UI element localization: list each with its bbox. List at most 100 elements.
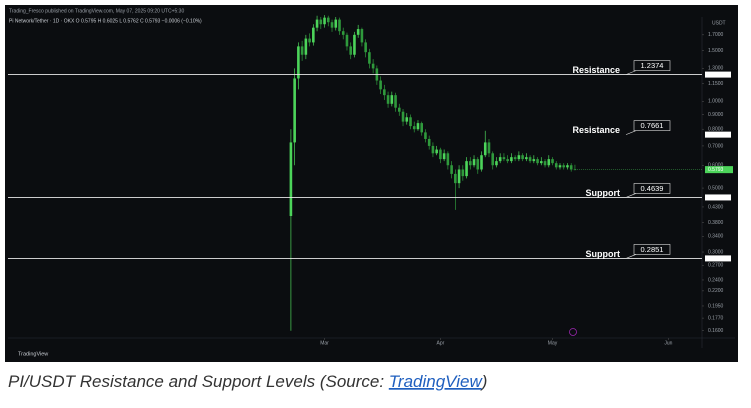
- callout-pointer: [625, 254, 637, 259]
- level-value: 1.2374: [641, 61, 664, 70]
- y-tick-label: 0.7000: [708, 143, 724, 149]
- y-tick-label: 0.2400: [708, 277, 724, 283]
- x-tick-label: May: [548, 340, 558, 346]
- candle-body: [424, 132, 427, 139]
- y-tick-label: 1.7000: [708, 32, 724, 38]
- y-tick-label: 1.5000: [708, 48, 724, 54]
- candle-body: [349, 46, 353, 55]
- legend: Pi Network/Tether · 1D · OKX O 0.5795 H …: [9, 18, 202, 24]
- caption-link[interactable]: TradingView: [389, 372, 484, 391]
- y-tick-label: 0.1950: [708, 303, 724, 309]
- candle-body: [397, 107, 401, 112]
- candle-body: [297, 46, 300, 79]
- candle-body: [491, 153, 495, 166]
- candle-body: [330, 22, 334, 28]
- candle-body: [439, 149, 442, 160]
- candle-body: [502, 157, 506, 160]
- candle-body: [483, 142, 487, 156]
- candle-body: [409, 117, 412, 127]
- candle-body: [442, 153, 446, 160]
- candle-body: [454, 173, 457, 184]
- candle-body: [427, 138, 431, 146]
- watermark: TradingView: [18, 351, 48, 357]
- candle-body: [558, 165, 562, 168]
- candle-body: [525, 157, 528, 160]
- candle-body: [360, 29, 364, 43]
- candle-body: [547, 159, 551, 166]
- candle-body: [532, 159, 536, 162]
- candle-body: [405, 117, 409, 122]
- candle-body: [431, 145, 435, 154]
- candle-body: [312, 27, 315, 43]
- level-label: Support: [586, 249, 621, 259]
- candle-body: [386, 95, 390, 104]
- x-tick-label: Mar: [320, 340, 329, 346]
- candle-body: [368, 52, 371, 64]
- y-tick-label: 0.1770: [708, 315, 724, 321]
- candle-body: [319, 19, 323, 25]
- candle-body: [401, 111, 405, 122]
- y-tick-label: 0.2700: [708, 263, 724, 269]
- candle-body: [465, 161, 468, 177]
- caption-end: ): [480, 372, 488, 391]
- last-price-tag: [705, 166, 733, 174]
- y-tick-label: 0.4300: [708, 204, 724, 210]
- y-tick-label: 0.5000: [708, 185, 724, 191]
- candle-body: [304, 38, 308, 55]
- level-value: 0.7661: [641, 121, 664, 130]
- level-value: 0.4639: [641, 184, 664, 193]
- callout-pointer: [625, 70, 637, 75]
- candle-body: [543, 161, 547, 166]
- candle-body: [450, 165, 453, 174]
- axis-level-tag: [705, 255, 731, 262]
- candle-body: [308, 38, 311, 43]
- x-tick-label: Jun: [664, 340, 672, 346]
- candle-body: [315, 19, 319, 28]
- candle-body: [562, 165, 566, 168]
- callout-box: [633, 244, 671, 255]
- last-price-label: 0.5793: [708, 167, 724, 173]
- candle-body: [521, 155, 524, 160]
- candle-body: [326, 17, 330, 23]
- y-tick-label: 0.3400: [708, 234, 724, 240]
- candle-body: [289, 142, 293, 217]
- y-tick-label: 1.3000: [708, 66, 724, 72]
- candle-body: [371, 63, 375, 69]
- candle-body: [528, 157, 532, 162]
- candle-body: [353, 34, 356, 55]
- candle-body: [338, 19, 341, 32]
- candle-body: [566, 165, 569, 168]
- candle-body: [551, 159, 554, 164]
- candle-body: [510, 157, 513, 162]
- candle-body: [435, 149, 438, 154]
- candle-body: [517, 155, 521, 160]
- caption: PI/USDT Resistance and Support Levels (S…: [8, 372, 487, 391]
- callout-box: [633, 60, 671, 71]
- level-label: Resistance: [572, 125, 620, 135]
- candle-body: [364, 42, 367, 53]
- caption-text: PI/USDT Resistance and Support Levels (S…: [8, 372, 389, 391]
- candle-body: [487, 142, 491, 154]
- candle-body: [536, 159, 539, 164]
- candle-body: [539, 161, 543, 164]
- candle-body: [495, 161, 498, 166]
- candle-body: [390, 95, 394, 104]
- callout-box: [633, 120, 671, 131]
- candle-body: [554, 163, 558, 168]
- candle-body: [341, 31, 345, 35]
- currency: USDT: [712, 20, 726, 26]
- y-tick-label: 0.9000: [708, 112, 724, 118]
- publisher: Trading_Fresco published on TradingView.…: [9, 8, 184, 14]
- level-value: 0.2851: [641, 245, 664, 254]
- callout-box: [633, 183, 671, 194]
- candle-body: [293, 78, 296, 143]
- y-tick-label: 0.6000: [708, 163, 724, 169]
- callout-pointer: [625, 193, 637, 198]
- event-icon[interactable]: [569, 328, 577, 336]
- candle-body: [383, 89, 386, 96]
- candle-body: [446, 153, 450, 166]
- candle-body: [416, 123, 420, 130]
- y-tick-label: 1.0000: [708, 99, 724, 105]
